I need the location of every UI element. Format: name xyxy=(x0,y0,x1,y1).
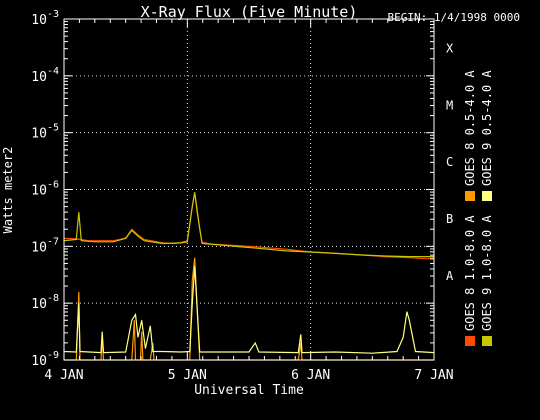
x-tick-label: 4 JAN xyxy=(44,368,83,383)
legend-entry: GOES 9 0.5-4.0 A xyxy=(480,70,494,201)
y-tick-label: 10-4 xyxy=(31,66,59,85)
legend-label: GOES 9 0.5-4.0 A xyxy=(480,70,494,186)
x-tick-label: 5 JAN xyxy=(168,368,207,383)
axes: 10-9 10-8 10-7 10-6 10-5 10-4 10-3 4 JAN 5 JAN 6 … xyxy=(31,9,454,383)
legend: GOES 8 1.0-8.0 A GOES 9 1.0-8.0 A GOES 8 0… xyxy=(463,70,494,346)
legend-swatch xyxy=(465,336,475,346)
y-tick-label: 10-6 xyxy=(31,180,59,199)
flare-class-label: X xyxy=(446,41,454,55)
y-axis-label: Watts meter2 xyxy=(1,147,15,234)
legend-label: GOES 9 1.0-8.0 A xyxy=(480,215,494,331)
flare-class-label: C xyxy=(446,155,453,169)
flare-class-label: A xyxy=(446,269,454,283)
chart-title: X-Ray Flux (Five Minute) xyxy=(141,3,358,21)
legend-swatch xyxy=(465,191,475,201)
legend-entry: GOES 9 1.0-8.0 A xyxy=(480,215,494,346)
y-tick-label: 10-5 xyxy=(31,123,59,142)
legend-entry: GOES 8 1.0-8.0 A xyxy=(463,215,477,346)
y-tick-label: 10-8 xyxy=(31,293,59,312)
x-tick-label: 6 JAN xyxy=(291,368,330,383)
flare-class-label: B xyxy=(446,212,453,226)
x-tick-label: 7 JAN xyxy=(414,368,453,383)
y-tick-label: 10-7 xyxy=(31,236,59,255)
legend-swatch xyxy=(482,336,492,346)
y-tick-label: 10-9 xyxy=(31,350,59,369)
flare-class-label: M xyxy=(446,98,453,112)
legend-label: GOES 8 1.0-8.0 A xyxy=(463,215,477,331)
legend-swatch xyxy=(482,191,492,201)
series-line xyxy=(63,192,434,258)
legend-entry: GOES 8 0.5-4.0 A xyxy=(463,70,477,201)
series-line xyxy=(63,266,435,354)
begin-label: BEGIN: 1/4/1998 0000 xyxy=(388,11,520,24)
y-tick-label: 10-3 xyxy=(31,9,59,28)
x-axis-label: Universal Time xyxy=(194,383,304,398)
legend-label: GOES 8 0.5-4.0 A xyxy=(463,70,477,186)
